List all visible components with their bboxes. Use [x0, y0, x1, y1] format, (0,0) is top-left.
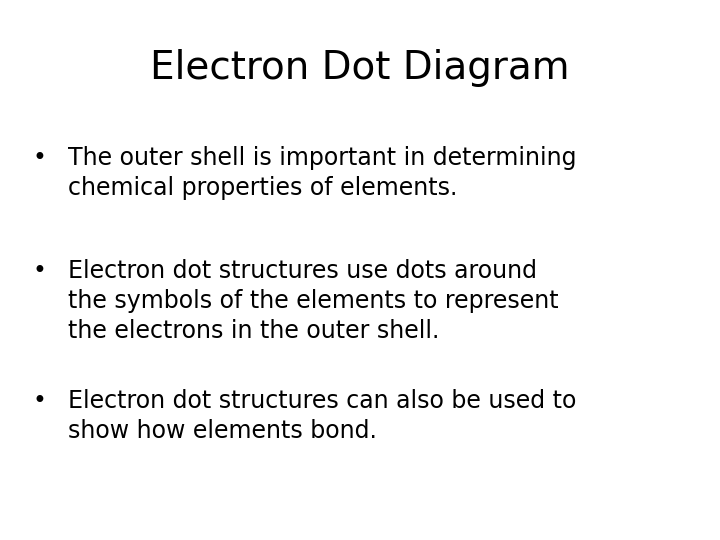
Text: •: •	[32, 389, 47, 413]
Text: •: •	[32, 259, 47, 283]
Text: The outer shell is important in determining
chemical properties of elements.: The outer shell is important in determin…	[68, 146, 577, 199]
Text: Electron dot structures can also be used to
show how elements bond.: Electron dot structures can also be used…	[68, 389, 577, 442]
Text: Electron Dot Diagram: Electron Dot Diagram	[150, 49, 570, 86]
Text: Electron dot structures use dots around
the symbols of the elements to represent: Electron dot structures use dots around …	[68, 259, 559, 342]
Text: •: •	[32, 146, 47, 170]
